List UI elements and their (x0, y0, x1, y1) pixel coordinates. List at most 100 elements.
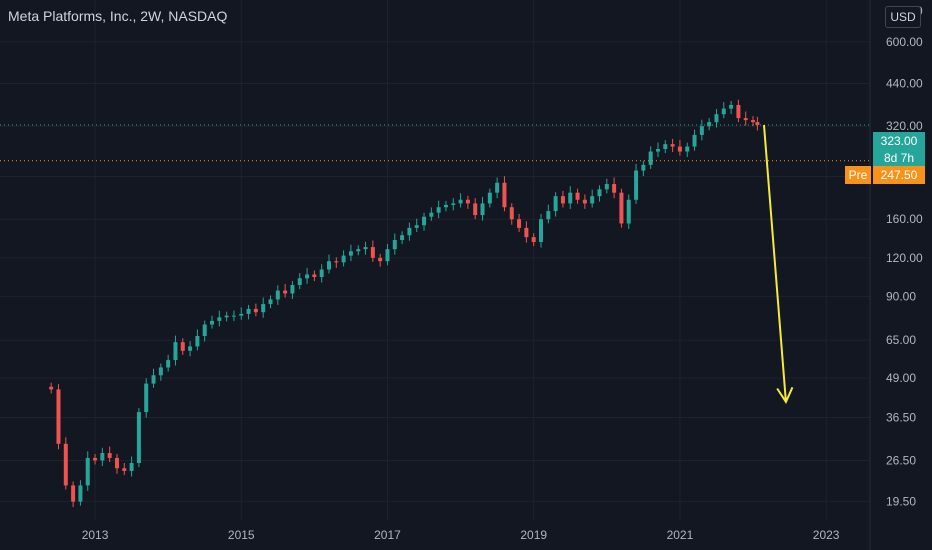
price-tick-label: 120.00 (886, 251, 923, 265)
candle-body (714, 114, 719, 123)
candle-body (670, 144, 675, 147)
currency-button[interactable]: USD (885, 6, 921, 28)
candle-body (729, 104, 734, 109)
candle-body (553, 196, 558, 212)
candle-body (721, 108, 726, 115)
price-tick-label: 49.00 (886, 371, 916, 385)
candle-body (363, 247, 368, 250)
last-price-label: 323.00 8d 7h (873, 132, 925, 166)
candle-body (560, 196, 565, 204)
candle-body (370, 247, 375, 258)
time-axis[interactable]: 2013 2015 2017 2019 2021 2023 (82, 528, 840, 542)
last-price-value: 323.00 (880, 134, 918, 148)
candle-body (707, 122, 712, 127)
pre-market-price-label: 247.50 (873, 166, 925, 184)
candle-body (180, 342, 185, 351)
candle-body (655, 149, 660, 152)
price-tick-label: 600.00 (886, 35, 923, 49)
time-tick-label: 2019 (520, 528, 547, 542)
candle-body (509, 207, 514, 220)
candle-body (275, 290, 280, 300)
candle-body (414, 225, 419, 228)
candle-body (217, 317, 222, 321)
chart-title: Meta Platforms, Inc., 2W, NASDAQ (8, 8, 228, 24)
candle-body (224, 315, 229, 318)
price-tick-label: 36.50 (886, 410, 916, 424)
candle-body (692, 134, 697, 147)
candle-body (546, 211, 551, 220)
candle-body (634, 170, 639, 200)
candle-body (641, 164, 646, 171)
candle-body (356, 249, 361, 252)
candle-body (158, 367, 163, 376)
candle-body (122, 468, 127, 471)
candle-body (517, 219, 522, 228)
candle-body (436, 207, 441, 213)
candle-body (495, 182, 500, 193)
candle-body (85, 457, 90, 486)
candle-body (755, 122, 760, 125)
grid-lines (0, 0, 871, 550)
time-tick-label: 2015 (228, 528, 255, 542)
candle-body (312, 274, 317, 278)
candle-body (202, 324, 207, 337)
candle-body (253, 308, 258, 313)
candle-body (480, 203, 485, 216)
time-tick-label: 2023 (813, 528, 840, 542)
candle-body (590, 196, 595, 204)
candle-body (473, 203, 478, 216)
time-tick-label: 2013 (82, 528, 109, 542)
candle-body (458, 199, 463, 204)
candle-body (604, 184, 609, 190)
candle-body (626, 199, 631, 224)
candle-body (188, 346, 193, 351)
price-axis[interactable]: 820.00600.00440.00320.00220.00160.00120.… (886, 4, 923, 509)
candle-body (699, 126, 704, 135)
arrow-head (776, 386, 794, 404)
candle-body (166, 360, 171, 368)
candlestick-series (49, 99, 760, 508)
candle-body (751, 120, 756, 123)
candle-body (524, 227, 529, 238)
candle-body (539, 219, 544, 243)
candle-body (400, 235, 405, 241)
candle-body (114, 457, 119, 469)
candle-body (677, 146, 682, 152)
candle-body (341, 255, 346, 263)
candle-body (129, 462, 134, 471)
candle-body (465, 199, 470, 204)
candle-body (531, 237, 536, 243)
price-tick-label: 90.00 (886, 289, 916, 303)
price-tick-label: 320.00 (886, 119, 923, 133)
price-tick-label: 160.00 (886, 212, 923, 226)
price-tick-label: 26.50 (886, 453, 916, 467)
candle-body (100, 453, 105, 461)
candle-body (334, 261, 339, 263)
candle-body (326, 261, 331, 270)
candle-body (429, 212, 434, 217)
time-tick-label: 2017 (374, 528, 401, 542)
candle-body (378, 257, 383, 262)
candle-body (597, 189, 602, 197)
candle-body (736, 104, 741, 119)
candle-body (407, 227, 412, 236)
candle-body (422, 216, 427, 226)
candle-body (71, 485, 76, 502)
candle-body (144, 383, 149, 413)
candle-body (663, 144, 668, 150)
pre-market-tag: Pre (845, 166, 871, 184)
candle-body (487, 192, 492, 204)
candle-body (63, 443, 68, 486)
candle-body (348, 251, 353, 256)
candle-body (231, 315, 236, 317)
candle-body (107, 453, 112, 458)
candle-body (173, 342, 178, 361)
candle-body (78, 485, 83, 502)
candle-body (297, 278, 302, 285)
candle-body (575, 192, 580, 200)
price-tick-label: 65.00 (886, 333, 916, 347)
candle-body (648, 151, 653, 165)
candle-body (305, 274, 310, 279)
down-arrow-annotation (762, 124, 794, 404)
